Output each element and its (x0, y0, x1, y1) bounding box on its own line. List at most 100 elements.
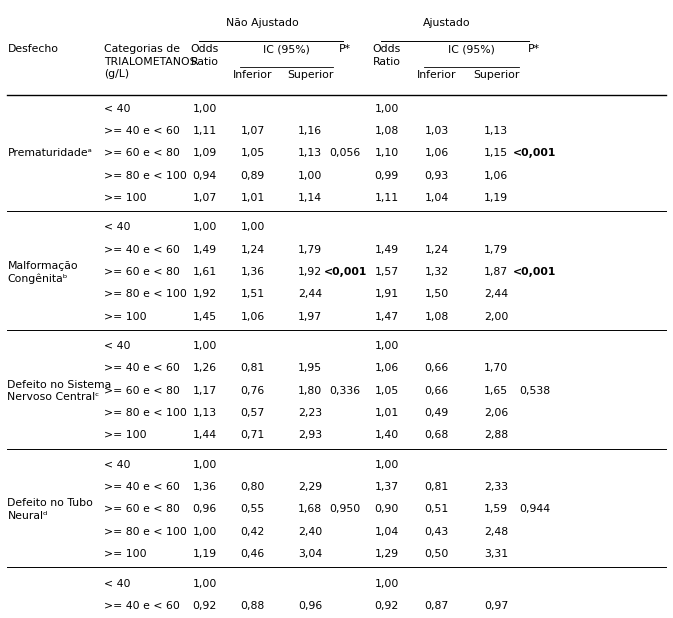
Text: >= 100: >= 100 (104, 549, 147, 559)
Text: 1,91: 1,91 (375, 289, 398, 299)
Text: 0,49: 0,49 (425, 408, 449, 418)
Text: 0,87: 0,87 (425, 601, 449, 611)
Text: 1,00: 1,00 (192, 104, 217, 114)
Text: Prematuridadeᵃ: Prematuridadeᵃ (7, 148, 92, 158)
Text: 1,51: 1,51 (241, 289, 264, 299)
Text: 2,40: 2,40 (298, 527, 322, 537)
Text: >= 80 e < 100: >= 80 e < 100 (104, 527, 187, 537)
Text: 0,76: 0,76 (241, 386, 265, 396)
Text: 2,93: 2,93 (298, 430, 322, 441)
Text: 0,336: 0,336 (330, 386, 361, 396)
Text: 0,944: 0,944 (519, 504, 550, 514)
Text: 0,950: 0,950 (330, 504, 361, 514)
Text: 0,538: 0,538 (519, 386, 550, 396)
Text: 1,00: 1,00 (240, 222, 265, 232)
Text: < 40: < 40 (104, 460, 131, 470)
Text: Malformação
Congênitaᵇ: Malformação Congênitaᵇ (7, 261, 78, 284)
Text: 1,79: 1,79 (298, 245, 322, 255)
Text: 1,08: 1,08 (374, 126, 398, 136)
Text: <0,001: <0,001 (324, 267, 367, 277)
Text: Odds
Ratio: Odds Ratio (190, 44, 219, 67)
Text: >= 40 e < 60: >= 40 e < 60 (104, 601, 180, 611)
Text: 1,15: 1,15 (484, 148, 508, 158)
Text: 1,50: 1,50 (425, 289, 449, 299)
Text: 1,19: 1,19 (484, 193, 508, 203)
Text: 2,44: 2,44 (298, 289, 322, 299)
Text: 1,00: 1,00 (374, 578, 399, 588)
Text: 2,33: 2,33 (484, 482, 508, 492)
Text: 0,71: 0,71 (241, 430, 265, 441)
Text: < 40: < 40 (104, 341, 131, 351)
Text: < 40: < 40 (104, 578, 131, 588)
Text: Odds
Ratio: Odds Ratio (372, 44, 400, 67)
Text: 0,93: 0,93 (425, 171, 449, 180)
Text: 1,06: 1,06 (425, 148, 449, 158)
Text: >= 40 e < 60: >= 40 e < 60 (104, 126, 180, 136)
Text: 1,10: 1,10 (374, 148, 398, 158)
Text: >= 40 e < 60: >= 40 e < 60 (104, 245, 180, 255)
Text: 1,37: 1,37 (375, 482, 398, 492)
Text: 0,46: 0,46 (241, 549, 265, 559)
Text: >= 80 e < 100: >= 80 e < 100 (104, 408, 187, 418)
Text: Defeito no Tubo
Neuralᵈ: Defeito no Tubo Neuralᵈ (7, 498, 94, 521)
Text: 1,06: 1,06 (374, 363, 398, 373)
Text: 0,57: 0,57 (241, 408, 265, 418)
Text: 0,43: 0,43 (425, 527, 449, 537)
Text: 0,89: 0,89 (241, 171, 265, 180)
Text: 1,65: 1,65 (484, 386, 508, 396)
Text: 1,68: 1,68 (298, 504, 322, 514)
Text: 1,05: 1,05 (374, 386, 398, 396)
Text: 1,04: 1,04 (425, 193, 449, 203)
Text: 1,16: 1,16 (298, 126, 322, 136)
Text: >= 60 e < 80: >= 60 e < 80 (104, 267, 180, 277)
Text: 1,49: 1,49 (192, 245, 217, 255)
Text: 1,00: 1,00 (192, 222, 217, 232)
Text: 0,42: 0,42 (241, 527, 265, 537)
Text: 1,01: 1,01 (241, 193, 265, 203)
Text: 0,50: 0,50 (425, 549, 449, 559)
Text: IC (95%): IC (95%) (448, 44, 495, 54)
Text: 0,94: 0,94 (192, 171, 217, 180)
Text: 1,08: 1,08 (425, 311, 449, 321)
Text: 1,04: 1,04 (374, 527, 398, 537)
Text: P*: P* (339, 44, 351, 54)
Text: 1,45: 1,45 (192, 311, 217, 321)
Text: 1,17: 1,17 (192, 386, 217, 396)
Text: 1,24: 1,24 (241, 245, 264, 255)
Text: 0,056: 0,056 (330, 148, 361, 158)
Text: Desfecho: Desfecho (7, 44, 59, 54)
Text: 2,88: 2,88 (484, 430, 508, 441)
Text: >= 60 e < 80: >= 60 e < 80 (104, 148, 180, 158)
Text: >= 80 e < 100: >= 80 e < 100 (104, 171, 187, 180)
Text: P*: P* (528, 44, 540, 54)
Text: 1,07: 1,07 (192, 193, 217, 203)
Text: 1,09: 1,09 (192, 148, 217, 158)
Text: 1,00: 1,00 (374, 104, 399, 114)
Text: Superior: Superior (473, 70, 520, 80)
Text: 0,88: 0,88 (241, 601, 265, 611)
Text: 1,36: 1,36 (241, 267, 264, 277)
Text: 3,31: 3,31 (484, 549, 508, 559)
Text: 1,13: 1,13 (192, 408, 217, 418)
Text: Não Ajustado: Não Ajustado (226, 19, 299, 28)
Text: 1,24: 1,24 (425, 245, 449, 255)
Text: 0,90: 0,90 (374, 504, 399, 514)
Text: 0,51: 0,51 (425, 504, 449, 514)
Text: 0,92: 0,92 (374, 601, 398, 611)
Text: 1,59: 1,59 (484, 504, 508, 514)
Text: >= 80 e < 100: >= 80 e < 100 (104, 289, 187, 299)
Text: 1,00: 1,00 (192, 527, 217, 537)
Text: 1,57: 1,57 (375, 267, 398, 277)
Text: 1,07: 1,07 (241, 126, 265, 136)
Text: 1,00: 1,00 (374, 460, 399, 470)
Text: 1,03: 1,03 (425, 126, 449, 136)
Text: Ajustado: Ajustado (423, 19, 470, 28)
Text: 1,49: 1,49 (375, 245, 398, 255)
Text: 1,06: 1,06 (484, 171, 508, 180)
Text: 0,66: 0,66 (425, 363, 449, 373)
Text: 2,48: 2,48 (484, 527, 508, 537)
Text: 2,00: 2,00 (484, 311, 508, 321)
Text: 1,05: 1,05 (241, 148, 265, 158)
Text: 1,97: 1,97 (298, 311, 322, 321)
Text: 1,26: 1,26 (192, 363, 217, 373)
